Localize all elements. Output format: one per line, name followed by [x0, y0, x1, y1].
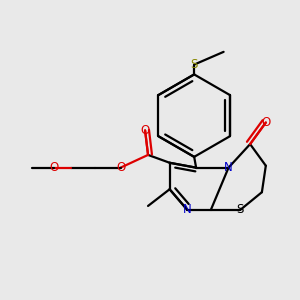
Text: O: O [116, 161, 125, 174]
Text: N: N [183, 203, 192, 216]
Text: O: O [261, 116, 270, 129]
Text: S: S [237, 203, 244, 216]
Text: N: N [224, 161, 233, 174]
Text: O: O [140, 124, 150, 137]
Text: S: S [190, 58, 198, 71]
Text: O: O [49, 161, 58, 174]
